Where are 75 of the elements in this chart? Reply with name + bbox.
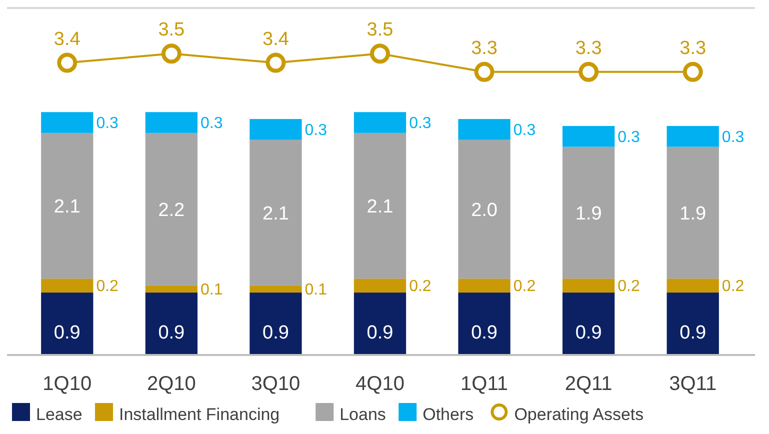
data-label: 0.3 (513, 122, 536, 140)
bar (250, 140, 302, 286)
data-label: 3.3 (680, 38, 706, 59)
bar (41, 292, 94, 355)
bar (458, 140, 510, 279)
data-label: 3.5 (366, 20, 394, 41)
data-label: 0.3 (409, 115, 432, 132)
legend-label: Lease (36, 405, 82, 424)
data-label: 0.2 (618, 278, 640, 296)
data-label: 0.9 (54, 322, 80, 344)
data-label: 0.9 (575, 322, 602, 344)
x-tick-label: 2Q10 (146, 373, 196, 395)
x-tick-label: 2Q11 (564, 373, 612, 395)
bar (41, 132, 94, 279)
bar (250, 292, 302, 355)
data-label: 0.9 (680, 322, 706, 344)
bar (41, 112, 94, 133)
bar (145, 112, 198, 133)
bar (354, 112, 406, 133)
data-label: 0.3 (618, 128, 640, 146)
data-label: 0.9 (366, 322, 394, 344)
legend-label: Operating Assets (514, 405, 644, 424)
data-label: 3.3 (575, 38, 602, 59)
bar (666, 126, 719, 147)
data-label: 0.2 (722, 278, 744, 296)
bar (354, 278, 406, 293)
data-label: 0.2 (409, 278, 432, 296)
data-label: 0.2 (513, 278, 536, 296)
data-label: 1.9 (575, 203, 602, 224)
data-label: 2.0 (471, 200, 498, 221)
legend-label: Installment Financing (119, 405, 280, 424)
bar (562, 126, 615, 147)
x-tick-label: 3Q11 (669, 373, 717, 395)
data-label: 2.1 (366, 196, 394, 218)
bar (562, 292, 615, 355)
bar (145, 286, 198, 293)
legend-label: Loans (340, 405, 386, 424)
bar (354, 292, 406, 355)
data-label: 0.1 (304, 282, 328, 299)
data-label: 0.9 (158, 322, 185, 344)
data-label: 0.9 (262, 322, 289, 344)
data-label: 3.3 (471, 38, 498, 59)
bar (250, 119, 302, 140)
bar (562, 278, 615, 293)
data-label: 0.3 (96, 115, 119, 132)
bar (666, 292, 719, 355)
x-tick-label: 4Q10 (356, 373, 404, 395)
data-label: 0.3 (722, 128, 744, 146)
data-label: 3.4 (262, 28, 290, 50)
data-label: 2.1 (54, 196, 80, 218)
data-label: 2.2 (158, 200, 185, 221)
bar (666, 278, 719, 293)
bar (145, 132, 198, 286)
data-label: 0.9 (471, 322, 498, 344)
data-label: 2.1 (262, 203, 289, 224)
bar (354, 132, 406, 279)
data-label: 0.3 (304, 122, 328, 140)
data-label: 0.1 (200, 282, 223, 299)
data-label: 0.3 (200, 115, 223, 132)
legend-label: Others (422, 405, 474, 424)
bar (41, 278, 94, 293)
bar (458, 292, 510, 355)
bar (666, 146, 719, 279)
bar (458, 278, 510, 293)
bar (458, 119, 510, 140)
data-label: 3.5 (158, 20, 185, 41)
x-tick-label: 1Q11 (460, 373, 508, 395)
data-label: 1.9 (680, 203, 706, 224)
data-label: 3.4 (54, 28, 81, 50)
data-label: 0.2 (96, 278, 119, 296)
bar (250, 286, 302, 293)
x-tick-label: 1Q10 (42, 373, 92, 395)
x-tick-label: 3Q10 (251, 373, 300, 395)
bar (145, 292, 198, 355)
bar (562, 146, 615, 279)
